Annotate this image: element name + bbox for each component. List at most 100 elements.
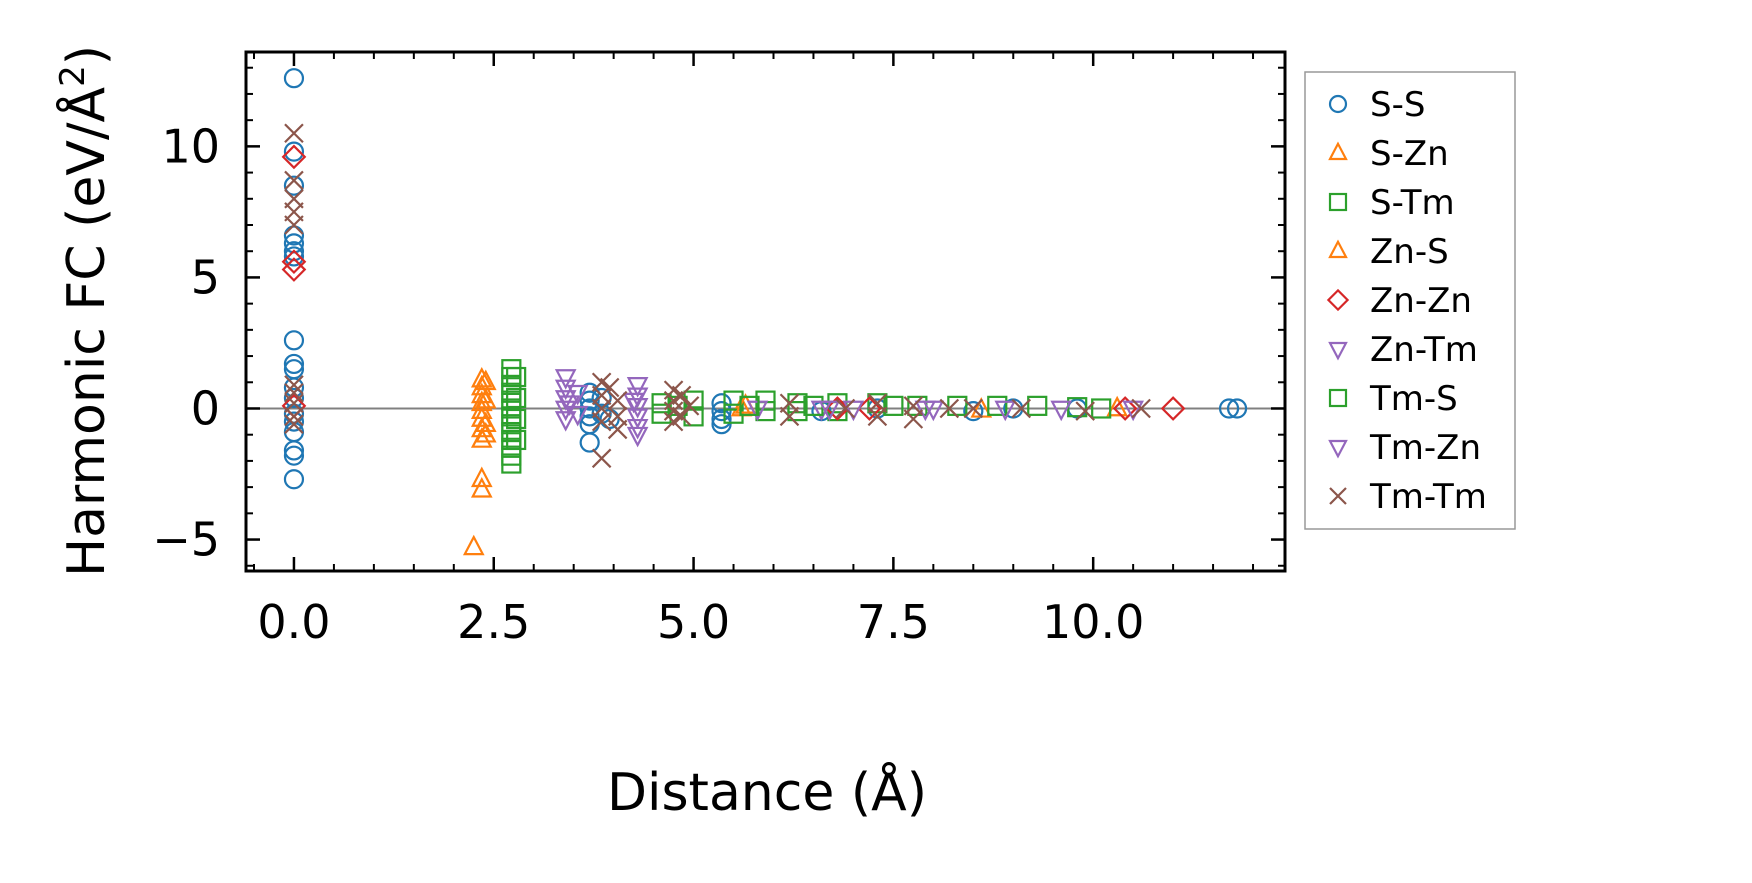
data-point [283, 421, 305, 443]
data-point [283, 387, 305, 409]
legend-label: Tm-Zn [1369, 428, 1481, 468]
data-point [626, 426, 649, 448]
y-tick-label: 5 [191, 250, 220, 304]
data-point [283, 440, 305, 461]
legend-label: Tm-S [1369, 379, 1458, 419]
data-point [1131, 398, 1151, 419]
y-axis-label-main: Harmonic FC (eV/Å [55, 86, 117, 577]
data-point [554, 411, 577, 432]
data-point [284, 123, 304, 144]
data-point [284, 414, 304, 434]
data-point [607, 390, 628, 411]
x-tick-label: 10.0 [1042, 595, 1144, 649]
legend-label: S-Tm [1370, 183, 1455, 223]
data-point [622, 392, 645, 414]
data-point [579, 398, 600, 419]
data-point [506, 429, 527, 451]
data-point [470, 477, 493, 498]
data-point [1218, 398, 1240, 419]
data-point [284, 215, 304, 235]
data-point [939, 398, 960, 419]
data-point [739, 395, 760, 416]
legend-label: Zn-Tm [1370, 330, 1478, 370]
legend-marker [1328, 439, 1348, 459]
data-point [903, 409, 924, 429]
legend-label: Tm-Tm [1369, 477, 1487, 517]
data-point [470, 466, 493, 488]
data-point [554, 369, 577, 390]
data-point [1112, 396, 1138, 421]
data-point [283, 353, 305, 375]
data-point [283, 68, 305, 89]
data-point [671, 406, 692, 427]
data-point [566, 405, 589, 427]
data-point [1075, 401, 1095, 421]
x-axis-label: Distance (Å) [607, 761, 927, 823]
data-point [723, 403, 744, 424]
data-point [501, 453, 522, 474]
legend: S-S S-Zn S-Tm Zn-S Zn-Zn Zn-Tm Tm-S Tm-Zn Tm-Tm [1304, 71, 1516, 530]
data-point [1226, 398, 1248, 419]
data-point [474, 421, 497, 443]
data-point [281, 257, 307, 282]
data-point [579, 432, 600, 453]
data-point [284, 375, 304, 395]
data-point [787, 401, 808, 422]
data-point [283, 469, 305, 490]
data-point [462, 534, 485, 556]
data-point [281, 249, 307, 275]
data-point [1011, 398, 1032, 419]
data-point [883, 395, 904, 416]
y-axis-label-superscript: 2 [53, 65, 93, 87]
data-point [626, 377, 649, 398]
data-point [711, 414, 732, 435]
series-zn-zn [281, 144, 1186, 421]
data-point [1160, 396, 1186, 421]
y-tick-label: 0 [191, 381, 220, 435]
data-point [607, 419, 628, 440]
data-point [283, 411, 305, 432]
legend-marker [1326, 288, 1350, 312]
data-point [506, 387, 527, 409]
legend-marker [1329, 487, 1347, 505]
data-point [283, 175, 305, 196]
data-point [283, 445, 305, 466]
y-axis-label: Harmonic FC (eV/Å2) [53, 45, 117, 577]
data-point [281, 144, 307, 170]
plot-frame [244, 50, 1287, 573]
data-point [679, 396, 700, 416]
data-point [591, 448, 612, 469]
data-point [963, 398, 984, 419]
x-axis-ticks: 0.0 2.5 5.0 7.5 10.0 [252, 52, 1255, 649]
legend-label: Zn-Zn [1370, 281, 1472, 321]
legend-marker [1328, 94, 1348, 114]
data-point [1091, 398, 1112, 419]
legend-label: S-S [1370, 85, 1425, 125]
data-point [867, 406, 888, 427]
data-point [683, 406, 704, 427]
data-point [474, 387, 497, 409]
legend-label: S-Zn [1370, 134, 1449, 174]
data-point [283, 141, 305, 162]
data-point [566, 384, 589, 406]
data-point [947, 395, 968, 416]
data-point [283, 246, 305, 267]
data-point [506, 408, 527, 430]
data-point [1106, 395, 1128, 417]
data-point [474, 411, 497, 433]
legend-marker [1328, 388, 1348, 408]
x-tick-label: 5.0 [657, 595, 730, 649]
data-points [281, 68, 1248, 556]
series-s-s [283, 68, 1248, 490]
data-point [779, 406, 800, 427]
data-point [283, 330, 305, 351]
data-point [963, 401, 984, 422]
y-tick-label: −5 [152, 513, 220, 567]
data-point [711, 408, 732, 430]
data-point [711, 401, 732, 422]
legend-marker [1328, 341, 1348, 361]
y-tick-label: 10 [161, 119, 220, 173]
data-point [558, 395, 581, 416]
data-point [284, 170, 304, 191]
